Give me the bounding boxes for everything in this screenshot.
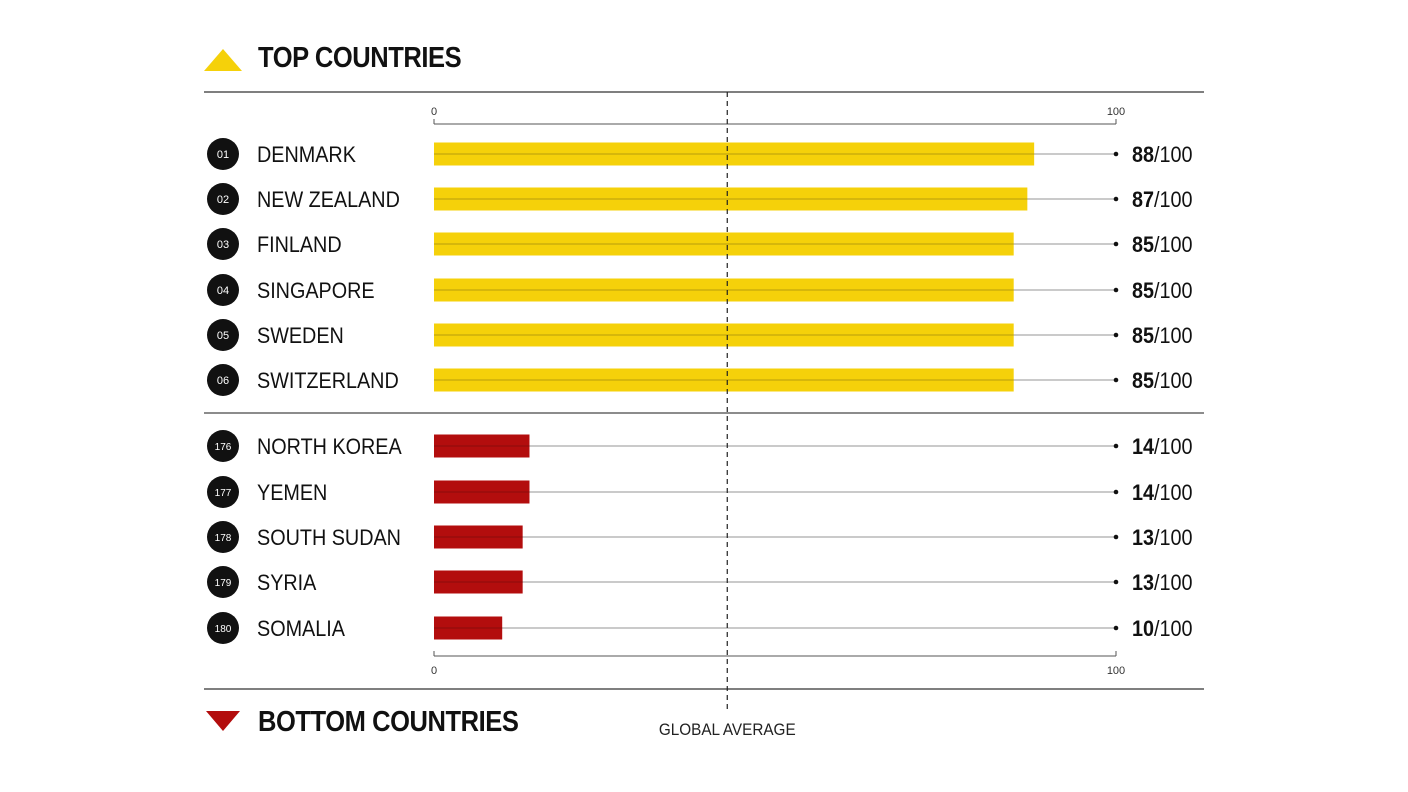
score-suffix: /100 <box>1154 571 1193 595</box>
score-label: 10/100 <box>1132 617 1193 641</box>
score-value: 85 <box>1132 233 1154 257</box>
country-label: SWITZERLAND <box>257 369 399 393</box>
rank-label: 178 <box>215 533 232 544</box>
rank-label: 06 <box>217 375 229 387</box>
track-end-dot <box>1113 625 1119 631</box>
country-label: SINGAPORE <box>257 279 375 303</box>
global-average-label: GLOBAL AVERAGE <box>659 720 796 739</box>
rank-badge <box>207 138 239 170</box>
score-label: 85/100 <box>1132 279 1193 303</box>
rank-badge <box>207 430 239 462</box>
bottom-axis-label-min: 0 <box>431 665 437 677</box>
score-label: 85/100 <box>1132 369 1193 393</box>
rank-badge <box>207 274 239 306</box>
rank-label: 176 <box>215 442 232 453</box>
score-label: 14/100 <box>1132 435 1193 459</box>
rank-badge <box>207 521 239 553</box>
country-label: DENMARK <box>257 143 356 167</box>
score-value: 13 <box>1132 571 1154 595</box>
score-label: 87/100 <box>1132 188 1193 212</box>
score-label: 85/100 <box>1132 233 1193 257</box>
rank-badge <box>207 612 239 644</box>
track-end-dot <box>1113 196 1119 202</box>
track-end-dot <box>1113 241 1119 247</box>
score-value: 14 <box>1132 435 1154 459</box>
track-end-dot <box>1113 443 1119 449</box>
country-label: YEMEN <box>257 481 327 505</box>
track-end-dot <box>1113 332 1119 338</box>
rank-badge <box>207 566 239 598</box>
score-suffix: /100 <box>1154 233 1193 257</box>
rank-badge <box>207 364 239 396</box>
score-value: 85 <box>1132 369 1154 393</box>
rank-label: 03 <box>217 239 229 251</box>
score-label: 13/100 <box>1132 526 1193 550</box>
rank-label: 177 <box>215 488 232 499</box>
bottom-countries-title: BOTTOM COUNTRIES <box>258 706 519 738</box>
country-label: SWEDEN <box>257 324 344 348</box>
rank-label: 04 <box>217 285 229 297</box>
score-suffix: /100 <box>1154 279 1193 303</box>
score-suffix: /100 <box>1154 369 1193 393</box>
rank-label: 01 <box>217 149 229 161</box>
score-value: 14 <box>1132 481 1154 505</box>
triangle-up-icon <box>204 49 242 71</box>
country-label: SOUTH SUDAN <box>257 526 401 550</box>
country-label: NORTH KOREA <box>257 435 402 459</box>
track-end-dot <box>1113 377 1119 383</box>
score-value: 85 <box>1132 279 1154 303</box>
country-label: NEW ZEALAND <box>257 188 400 212</box>
country-label: SYRIA <box>257 571 316 595</box>
track-end-dot <box>1113 151 1119 157</box>
score-suffix: /100 <box>1154 143 1193 167</box>
score-suffix: /100 <box>1154 617 1193 641</box>
triangle-down-icon <box>206 711 240 731</box>
rank-badge <box>207 319 239 351</box>
score-label: 13/100 <box>1132 571 1193 595</box>
country-label: FINLAND <box>257 233 342 257</box>
country-label: SOMALIA <box>257 617 345 641</box>
rank-label: 05 <box>217 330 229 342</box>
score-value: 10 <box>1132 617 1154 641</box>
rank-badge <box>207 228 239 260</box>
track-end-dot <box>1113 534 1119 540</box>
score-value: 88 <box>1132 143 1154 167</box>
track-end-dot <box>1113 287 1119 293</box>
score-label: 14/100 <box>1132 481 1193 505</box>
bottom-axis-label-max: 100 <box>1107 665 1125 677</box>
score-suffix: /100 <box>1154 188 1193 212</box>
score-value: 85 <box>1132 324 1154 348</box>
rank-badge <box>207 183 239 215</box>
rank-label: 02 <box>217 194 229 206</box>
score-suffix: /100 <box>1154 481 1193 505</box>
score-value: 13 <box>1132 526 1154 550</box>
rank-label: 180 <box>215 624 232 635</box>
track-end-dot <box>1113 579 1119 585</box>
top-axis-label-max: 100 <box>1107 106 1125 118</box>
top-axis-label-min: 0 <box>431 106 437 118</box>
rank-badge <box>207 476 239 508</box>
top-countries-title: TOP COUNTRIES <box>258 42 462 74</box>
track-end-dot <box>1113 489 1119 495</box>
score-label: 85/100 <box>1132 324 1193 348</box>
score-suffix: /100 <box>1154 435 1193 459</box>
score-suffix: /100 <box>1154 526 1193 550</box>
rank-label: 179 <box>215 578 232 589</box>
score-suffix: /100 <box>1154 324 1193 348</box>
score-value: 87 <box>1132 188 1154 212</box>
score-label: 88/100 <box>1132 143 1193 167</box>
